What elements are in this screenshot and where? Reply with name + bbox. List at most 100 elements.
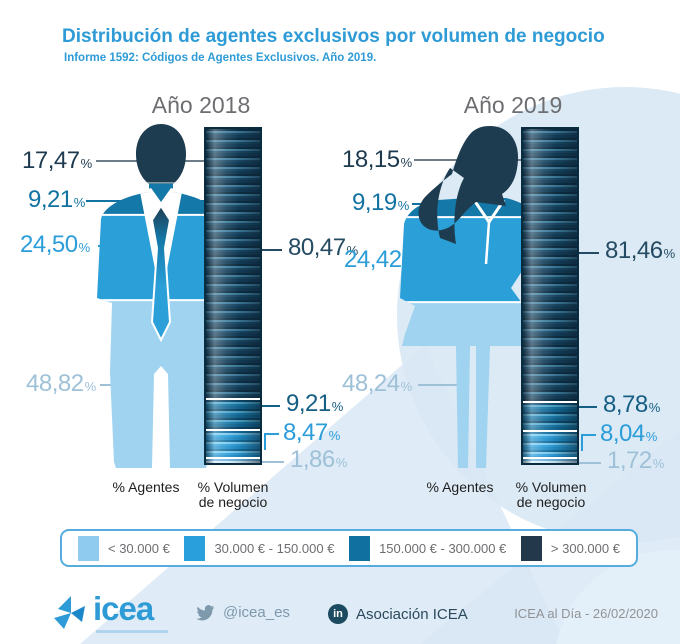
volume-pct-2018-150-300k: 9,21% xyxy=(262,391,343,420)
percent-sign: % xyxy=(652,456,665,471)
legend-item-lt30k: < 30.000 € xyxy=(78,535,170,561)
percent-sign: % xyxy=(400,155,413,170)
percent-sign: % xyxy=(648,400,661,415)
coin-stack-2018 xyxy=(204,127,262,465)
volume-pct-2019-lt30k: 1,72% xyxy=(579,448,664,477)
agents-pct-2018-lt30k: 48,82% xyxy=(26,371,96,400)
agents-pct-2018-30-150k: 24,50% xyxy=(20,232,90,261)
agents-pct-2019-lt30k: 48,24% xyxy=(342,371,412,400)
coin-seg-2019-150-300k xyxy=(523,401,577,431)
percent-sign: % xyxy=(80,156,93,171)
value: 1,72 xyxy=(607,447,652,474)
leader-line xyxy=(579,405,597,408)
coin-seg-2019-30-150k xyxy=(523,430,577,458)
page-title: Distribución de agentes exclusivos por v… xyxy=(62,26,605,47)
value: 24,42 xyxy=(344,246,402,273)
footer: icea @icea_es in Asociación ICEA ICEA al… xyxy=(0,592,680,644)
value: 48,24 xyxy=(342,370,400,397)
coin-seg-2018-lt30k xyxy=(206,456,260,464)
agents-pct-2019-150-300k: 9,19% xyxy=(352,190,409,219)
leader-line xyxy=(262,404,280,407)
value: 18,15 xyxy=(342,146,400,173)
axis-volume-line1: % Volumen xyxy=(197,479,269,495)
volume-pct-2018-30-150k: 8,47% xyxy=(264,420,340,450)
value: 24,50 xyxy=(20,231,78,258)
figure-woman-2019 xyxy=(400,126,544,468)
agents-pct-2018-gt300k: 17,47% xyxy=(22,148,92,177)
background-blob-bottom-right xyxy=(556,550,680,644)
legend-label-gt300k: > 300.000 € xyxy=(550,540,620,556)
value: 8,47 xyxy=(283,419,328,446)
percent-sign: % xyxy=(346,243,359,258)
percent-sign: % xyxy=(335,455,348,470)
value: 8,04 xyxy=(600,420,645,447)
value: 9,19 xyxy=(352,189,397,216)
legend-swatch-gt300k xyxy=(520,535,542,561)
volume-pct-2019-150-300k: 8,78% xyxy=(579,392,660,421)
axis-label-volume-2019: % Volumen de negocio xyxy=(496,480,606,510)
twitter-link[interactable]: @icea_es xyxy=(196,604,290,621)
value: 17,47 xyxy=(22,147,80,174)
percent-sign: % xyxy=(400,379,413,394)
percent-sign: % xyxy=(645,429,658,444)
percent-sign: % xyxy=(84,379,97,394)
figure-man-2018 xyxy=(97,124,225,468)
value: 9,21 xyxy=(28,186,73,213)
coin-seg-2018-30-150k xyxy=(206,428,260,458)
leader-line xyxy=(262,248,282,251)
year-label-2019: Año 2019 xyxy=(463,92,563,118)
edition-date: ICEA al Día - 26/02/2020 xyxy=(514,606,658,621)
coin-seg-2018-gt300k xyxy=(206,129,260,398)
coin-seg-2018-150-300k xyxy=(206,397,260,429)
elbow-connector xyxy=(264,433,279,450)
leader-line xyxy=(579,461,601,464)
volume-pct-2018-gt300k: 80,47% xyxy=(262,235,358,264)
legend-item-30-150k: 30.000 € - 150.000 € xyxy=(184,535,335,561)
icea-logo: icea xyxy=(52,590,168,633)
page-subtitle: Informe 1592: Códigos de Agentes Exclusi… xyxy=(64,52,377,64)
background-ribbon-left xyxy=(80,345,565,644)
twitter-bird-icon xyxy=(196,604,214,620)
value: 8,78 xyxy=(603,391,648,418)
value: 48,82 xyxy=(26,370,84,397)
agents-pct-2019-gt300k: 18,15% xyxy=(342,147,412,176)
value: 80,47 xyxy=(288,234,346,261)
axis-label-agents-2018: % Agentes xyxy=(112,479,180,495)
percent-sign: % xyxy=(73,195,86,210)
axis-volume-line2: de negocio xyxy=(516,494,586,510)
value: 1,86 xyxy=(290,446,335,473)
percent-sign: % xyxy=(663,246,676,261)
coin-stack-2019 xyxy=(521,127,579,465)
legend-swatch-150-300k xyxy=(349,535,371,561)
year-label-2018: Año 2018 xyxy=(151,92,251,118)
legend: < 30.000 € 30.000 € - 150.000 € 150.000 … xyxy=(60,529,638,567)
legend-swatch-lt30k xyxy=(78,535,99,561)
leader-line xyxy=(579,251,599,254)
leader-line-2019-lt30k xyxy=(418,384,458,386)
axis-label-agents-2019: % Agentes xyxy=(426,479,494,495)
linkedin-link[interactable]: in Asociación ICEA xyxy=(328,604,468,624)
icea-logo-text: icea xyxy=(93,590,154,627)
legend-label-150-300k: 150.000 € - 300.000 € xyxy=(379,540,507,556)
elbow-connector xyxy=(581,434,596,451)
coin-seg-2019-lt30k xyxy=(523,457,577,463)
coin-seg-2019-gt300k xyxy=(523,129,577,402)
leader-line xyxy=(262,460,284,463)
axis-volume-line2: de negocio xyxy=(198,494,268,510)
legend-label-30-150k: 30.000 € - 150.000 € xyxy=(214,540,335,556)
man-tie xyxy=(150,204,172,343)
value: 81,46 xyxy=(605,237,663,264)
volume-pct-2019-gt300k: 81,46% xyxy=(579,238,675,267)
value: 9,21 xyxy=(286,390,331,417)
percent-sign: % xyxy=(78,240,91,255)
linkedin-icon: in xyxy=(328,604,348,624)
axis-volume-line1: % Volumen xyxy=(515,479,587,495)
legend-swatch-30-150k xyxy=(184,535,206,561)
linkedin-label: Asociación ICEA xyxy=(356,605,468,623)
icea-logo-tagline xyxy=(96,630,168,633)
percent-sign: % xyxy=(397,198,410,213)
volume-pct-2018-lt30k: 1,86% xyxy=(262,447,347,476)
volume-pct-2019-30-150k: 8,04% xyxy=(581,421,657,451)
twitter-handle: @icea_es xyxy=(223,604,290,621)
